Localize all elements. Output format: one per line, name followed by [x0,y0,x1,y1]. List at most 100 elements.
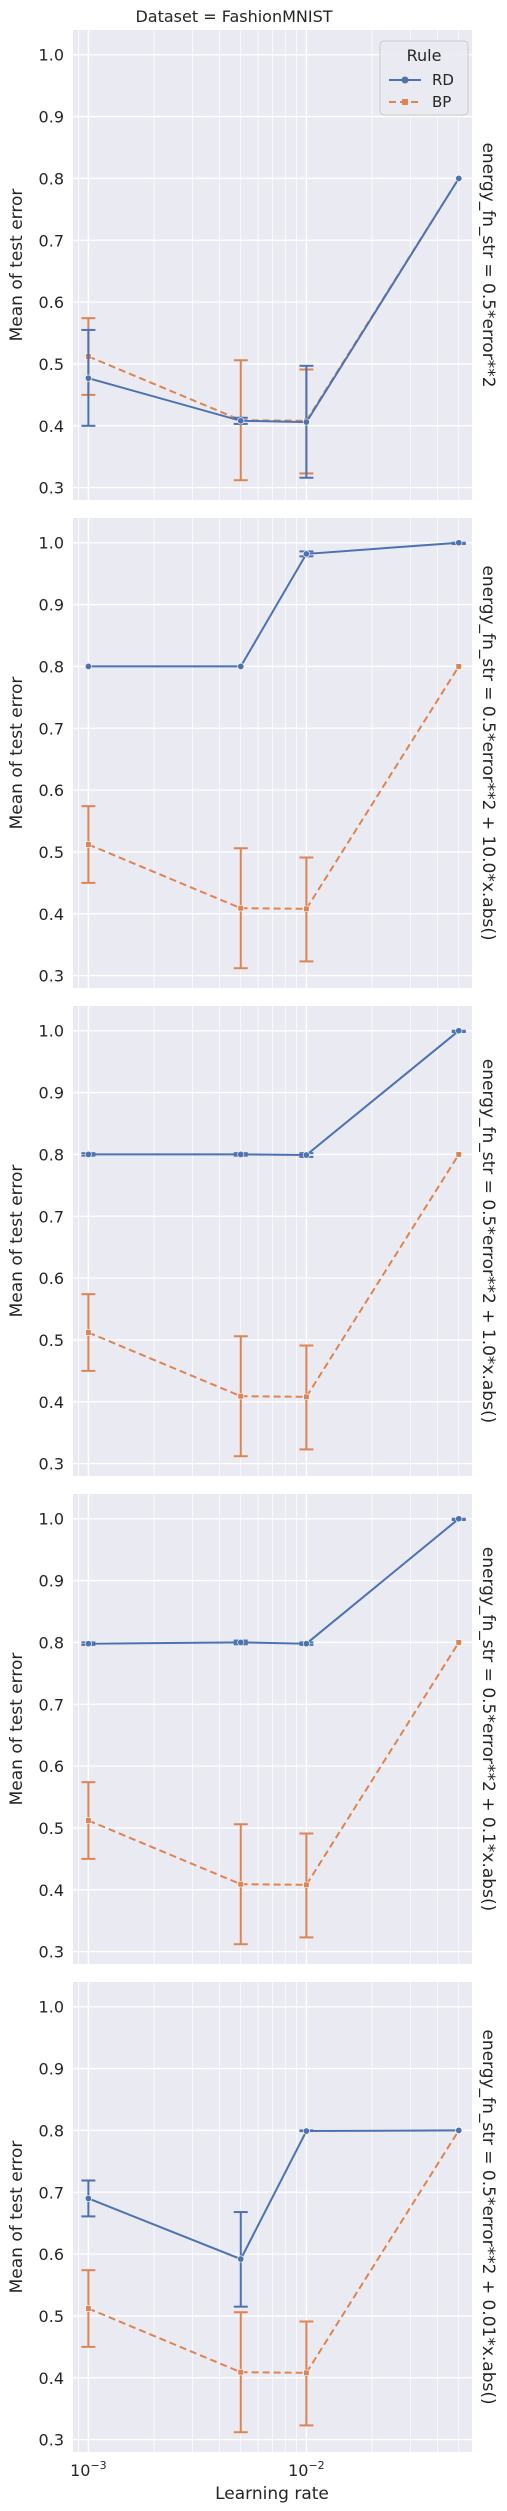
data-point-bp [237,1393,244,1400]
legend-label-bp: BP [432,93,451,111]
y-axis-label: Mean of test error [7,1653,27,1806]
panel-1: 0.3 0.4 0.5 0.6 0.7 0.8 0.9 1.0 Mean of test err… [7,30,498,500]
data-point-rd [302,2127,310,2135]
panels: 0.3 0.4 0.5 0.6 0.7 0.8 0.9 1.0 Mean of test err… [7,30,498,2480]
data-point-rd [84,662,92,670]
data-point-bp [237,1881,244,1888]
y-tick-label: 0.9 [39,108,64,127]
y-tick-label: 0.7 [39,1207,64,1226]
panel-3: 0.3 0.4 0.5 0.6 0.7 0.8 0.9 1.0 Mean of test err… [7,1006,498,1476]
series-rd [81,1027,466,1159]
y-axis-label: Mean of test error [7,2141,27,2294]
series-line-rd [88,541,459,668]
y-tick-label: 0.3 [39,1943,64,1962]
facet-label: energy_fn_str = 0.5*error**2 + 10.0*x.ab… [478,565,498,940]
y-tick-label: 0.4 [39,905,64,924]
x-tick-label: 10−3 [70,2459,107,2480]
legend-title: Rule [407,46,442,65]
data-point-bp [85,1329,92,1336]
y-tick-label: 0.3 [39,479,64,498]
y-axis-label: Mean of test error [7,677,27,830]
facet-label: energy_fn_str = 0.5*error**2 + 1.0*x.abs… [478,1059,498,1423]
y-tick-label: 0.5 [39,355,64,374]
data-point-rd [237,662,245,670]
data-point-rd [302,418,310,426]
legend-marker-rd [401,76,409,84]
data-point-rd [302,550,310,558]
y-tick-label: 1.0 [39,1510,64,1529]
data-point-bp [237,905,244,912]
y-tick-label: 0.6 [39,1269,64,1288]
facet-label: energy_fn_str = 0.5*error**2 [478,142,498,387]
y-tick-label: 0.5 [39,1819,64,1838]
series-line-bp [88,2129,460,2374]
y-tick-label: 0.5 [39,2307,64,2326]
data-point-rd [237,417,245,425]
y-tick-label: 0.8 [39,1145,64,1164]
data-point-rd [455,174,463,182]
facet-label: energy_fn_str = 0.5*error**2 + 0.01*x.ab… [478,2029,498,2404]
panel-4: 0.3 0.4 0.5 0.6 0.7 0.8 0.9 1.0 Mean of test err… [7,1494,498,1964]
y-tick-label: 0.3 [39,1455,64,1474]
y-tick-label: 0.9 [39,1572,64,1591]
data-point-rd [84,374,92,382]
series-rd [84,539,466,670]
x-tick-label: 10−2 [288,2459,325,2480]
series-line-rd [88,177,460,424]
y-tick-label: 1.0 [39,534,64,553]
figure-title: Dataset = FashionMNIST [135,7,332,26]
y-tick-label: 0.9 [39,1084,64,1103]
data-point-rd [455,2126,463,2134]
legend-label-rd: RD [432,71,454,89]
data-point-bp [85,841,92,848]
data-point-bp [303,1393,310,1400]
y-tick-label: 0.3 [39,2431,64,2450]
legend: Rule RD BP [379,40,469,116]
y-tick-label: 0.8 [39,2121,64,2140]
series-bp [81,663,462,970]
y-axis-label: Mean of test error [7,1165,27,1318]
y-tick-label: 0.3 [39,967,64,986]
legend-box [379,40,469,116]
series-line-rd [88,2129,459,2261]
y-tick-label: 0.8 [39,657,64,676]
panel-5: 0.3 0.4 0.5 0.6 0.7 0.8 0.9 1.0 Mean of test err… [7,1982,498,2480]
data-point-rd [84,2194,92,2202]
data-point-bp [303,2369,310,2376]
y-tick-label: 0.5 [39,843,64,862]
y-tick-label: 0.9 [39,2060,64,2079]
series-rd [81,1515,466,1648]
data-point-rd [302,1151,310,1159]
x-axis-label: Learning rate [215,2484,329,2504]
data-point-bp [303,905,310,912]
y-tick-label: 0.5 [39,1331,64,1350]
y-tick-label: 0.9 [39,596,64,615]
y-tick-label: 0.7 [39,1695,64,1714]
y-tick-label: 1.0 [39,46,64,65]
y-tick-label: 0.4 [39,417,64,436]
series-line-bp [88,665,460,910]
series-line-rd [88,1029,460,1157]
data-point-bp [85,1817,92,1824]
series-line-bp [88,1641,460,1886]
series-bp [81,1639,462,1946]
y-tick-label: 0.4 [39,1393,64,1412]
y-tick-label: 0.6 [39,2245,64,2264]
y-tick-label: 1.0 [39,1998,64,2017]
data-point-rd [84,1640,92,1648]
y-tick-label: 0.8 [39,1633,64,1652]
data-point-rd [455,1515,463,1523]
y-axis-label: Mean of test error [7,189,27,342]
y-tick-label: 1.0 [39,1022,64,1041]
series-rd [81,174,463,479]
data-point-bp [85,2305,92,2312]
y-tick-label: 0.6 [39,781,64,800]
data-point-rd [455,1027,463,1035]
data-point-rd [237,1150,245,1158]
data-point-bp [455,1639,462,1646]
data-point-rd [302,1640,310,1648]
y-tick-label: 0.7 [39,2183,64,2202]
facet-label: energy_fn_str = 0.5*error**2 + 0.1*x.abs… [478,1547,498,1911]
y-tick-label: 0.6 [39,293,64,312]
